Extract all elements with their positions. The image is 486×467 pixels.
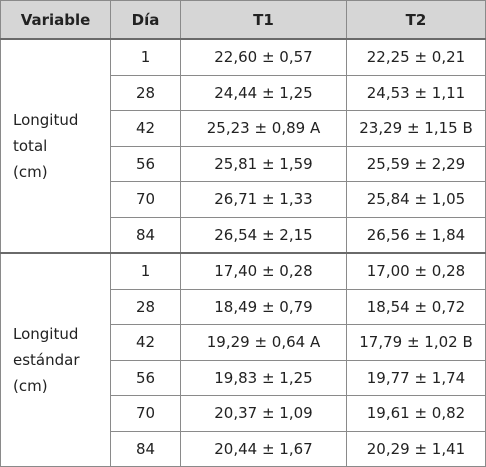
- variable-line: (cm): [13, 377, 48, 395]
- value-cell: 19,83 ± 1,25: [180, 359, 347, 396]
- variable-cell: Longitud estándar (cm): [0, 252, 111, 467]
- value-cell: 20,29 ± 1,41: [346, 430, 486, 467]
- header-cell: Variable: [0, 0, 111, 40]
- header-row: Variable Día T1 T2: [0, 0, 486, 40]
- day-cell: 28: [110, 288, 181, 325]
- day-cell: 84: [110, 216, 181, 254]
- header-cell: T1: [180, 0, 347, 40]
- table-body: Longitud total (cm) 1 22,60 ± 0,57 22,25 ± 0,…: [0, 38, 486, 467]
- value-cell: 18,54 ± 0,72: [346, 288, 486, 325]
- value-cell: 25,84 ± 1,05: [346, 181, 486, 218]
- value-cell: 17,40 ± 0,28: [180, 252, 347, 290]
- value-cell: 25,59 ± 2,29: [346, 145, 486, 182]
- value-cell: 25,23 ± 0,89 A: [180, 110, 347, 147]
- day-cell: 84: [110, 430, 181, 467]
- variable-line: Longitud: [13, 111, 79, 129]
- value-cell: 22,25 ± 0,21: [346, 38, 486, 76]
- table-row: 84 20,44 ± 1,67 20,29 ± 1,41: [1, 430, 486, 467]
- day-cell: 42: [110, 110, 181, 147]
- day-cell: 70: [110, 181, 181, 218]
- value-cell: 22,60 ± 0,57: [180, 38, 347, 76]
- value-cell: 17,00 ± 0,28: [346, 252, 486, 290]
- value-cell: 26,54 ± 2,15: [180, 216, 347, 254]
- variable-line: (cm): [13, 163, 48, 181]
- table-row: Longitud estándar (cm) 1 17,40 ± 0,28 17,00 ±…: [0, 252, 486, 467]
- table-row: 42 25,23 ± 0,89 A 23,29 ± 1,15 B: [1, 110, 486, 147]
- value-cell: 17,79 ± 1,02 B: [346, 324, 486, 361]
- value-cell: 18,49 ± 0,79: [180, 288, 347, 325]
- value-cell: 26,56 ± 1,84: [346, 216, 486, 254]
- day-cell: 28: [110, 74, 181, 111]
- variable-line: Longitud: [13, 325, 79, 343]
- header-cell: T2: [346, 0, 486, 40]
- day-cell: 56: [110, 359, 181, 396]
- value-cell: 24,44 ± 1,25: [180, 74, 347, 111]
- value-cell: 20,37 ± 1,09: [180, 395, 347, 432]
- table-row: 56 25,81 ± 1,59 25,59 ± 2,29: [1, 145, 486, 182]
- day-cell: 42: [110, 324, 181, 361]
- day-cell: 70: [110, 395, 181, 432]
- table-row: 56 19,83 ± 1,25 19,77 ± 1,74: [1, 359, 486, 396]
- value-cell: 23,29 ± 1,15 B: [346, 110, 486, 147]
- value-cell: 25,81 ± 1,59: [180, 145, 347, 182]
- table-row: 70 20,37 ± 1,09 19,61 ± 0,82: [1, 395, 486, 432]
- day-cell: 1: [110, 38, 181, 76]
- table-row: 84 26,54 ± 2,15 26,56 ± 1,84: [1, 216, 486, 254]
- variable-line: total: [13, 137, 48, 155]
- variable-cell: Longitud total (cm): [0, 38, 111, 254]
- value-cell: 20,44 ± 1,67: [180, 430, 347, 467]
- variable-line: estándar: [13, 351, 80, 369]
- value-cell: 19,77 ± 1,74: [346, 359, 486, 396]
- day-cell: 1: [110, 252, 181, 290]
- table-row: Longitud total (cm) 1 22,60 ± 0,57 22,25 ± 0,…: [0, 38, 486, 254]
- table-row: 28 24,44 ± 1,25 24,53 ± 1,11: [1, 74, 486, 111]
- value-cell: 24,53 ± 1,11: [346, 74, 486, 111]
- value-cell: 26,71 ± 1,33: [180, 181, 347, 218]
- header-cell: Día: [110, 0, 181, 40]
- table-row: 28 18,49 ± 0,79 18,54 ± 0,72: [1, 288, 486, 325]
- table-row: 70 26,71 ± 1,33 25,84 ± 1,05: [1, 181, 486, 218]
- day-cell: 56: [110, 145, 181, 182]
- value-cell: 19,29 ± 0,64 A: [180, 324, 347, 361]
- value-cell: 19,61 ± 0,82: [346, 395, 486, 432]
- table-row: 42 19,29 ± 0,64 A 17,79 ± 1,02 B: [1, 324, 486, 361]
